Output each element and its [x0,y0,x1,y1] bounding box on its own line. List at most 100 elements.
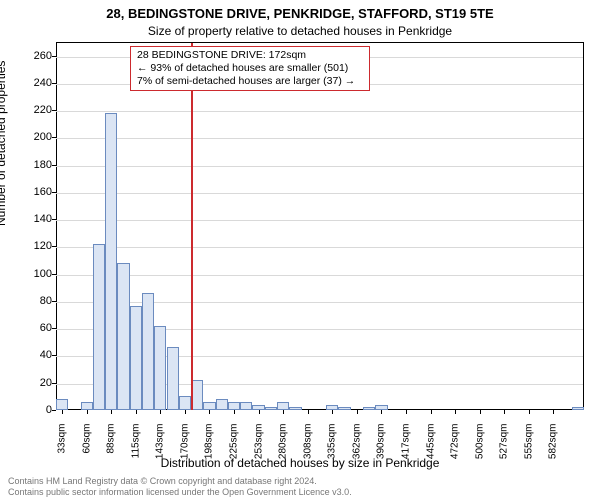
x-tick-mark [62,410,63,414]
x-tick-label: 472sqm [450,424,461,472]
x-tick-label: 582sqm [548,424,559,472]
y-tick-label: 180 [12,160,52,171]
histogram-bar [142,293,154,410]
gridline [56,302,583,303]
x-tick-label: 445sqm [425,424,436,472]
x-tick-mark [160,410,161,414]
y-tick-label: 20 [12,378,52,389]
histogram-bar [363,407,375,410]
histogram-bar [203,402,215,410]
x-tick-label: 555sqm [523,424,534,472]
y-tick-label: 140 [12,214,52,225]
x-tick-label: 362sqm [351,424,362,472]
gridline [56,138,583,139]
x-tick-label: 417sqm [400,424,411,472]
histogram-bar [338,407,350,410]
x-tick-mark [209,410,210,414]
subject-marker-line [191,43,193,410]
x-tick-mark [455,410,456,414]
y-tick-mark [52,355,56,356]
x-tick-mark [406,410,407,414]
y-tick-mark [52,219,56,220]
histogram-bar [265,407,277,410]
histogram-bar [289,407,301,410]
y-tick-label: 240 [12,78,52,89]
x-tick-mark [332,410,333,414]
chart-container: 28, BEDINGSTONE DRIVE, PENKRIDGE, STAFFO… [0,0,600,500]
annotation-line1: 28 BEDINGSTONE DRIVE: 172sqm [137,49,363,62]
histogram-bar [277,402,289,410]
y-tick-mark [52,246,56,247]
x-tick-label: 143sqm [155,424,166,472]
gridline [56,247,583,248]
y-tick-label: 80 [12,296,52,307]
x-tick-label: 253sqm [253,424,264,472]
histogram-bar [228,402,240,410]
x-tick-label: 527sqm [499,424,510,472]
x-tick-label: 308sqm [302,424,313,472]
x-tick-mark [111,410,112,414]
x-tick-label: 390sqm [376,424,387,472]
x-tick-mark [259,410,260,414]
x-tick-mark [308,410,309,414]
x-tick-mark [136,410,137,414]
histogram-bar [240,402,252,410]
x-tick-mark [529,410,530,414]
histogram-bar [572,407,584,410]
histogram-bar [167,347,179,410]
y-tick-label: 220 [12,105,52,116]
y-tick-label: 40 [12,350,52,361]
y-tick-mark [52,110,56,111]
y-tick-label: 60 [12,323,52,334]
y-tick-mark [52,56,56,57]
annotation-line2: ← 93% of detached houses are smaller (50… [137,62,363,75]
y-tick-label: 200 [12,132,52,143]
x-tick-mark [357,410,358,414]
histogram-bar [81,402,93,410]
histogram-bar [117,263,129,410]
gridline [56,220,583,221]
y-tick-mark [52,274,56,275]
x-tick-label: 33sqm [57,424,68,472]
x-tick-mark [185,410,186,414]
chart-subtitle: Size of property relative to detached ho… [0,24,600,38]
y-axis-label: Number of detached properties [0,61,8,226]
gridline [56,111,583,112]
histogram-bar [56,399,68,410]
x-tick-label: 88sqm [106,424,117,472]
y-tick-mark [52,383,56,384]
x-tick-mark [283,410,284,414]
histogram-bar [93,244,105,410]
histogram-bar [216,399,228,410]
y-tick-mark [52,83,56,84]
x-tick-mark [381,410,382,414]
x-tick-mark [504,410,505,414]
x-tick-label: 198sqm [204,424,215,472]
gridline [56,166,583,167]
y-tick-mark [52,165,56,166]
y-tick-label: 120 [12,241,52,252]
y-axis [56,43,57,410]
x-tick-label: 170sqm [179,424,190,472]
x-tick-label: 225sqm [229,424,240,472]
y-tick-label: 100 [12,269,52,280]
histogram-bar [105,113,117,410]
plot-area [56,42,584,410]
x-tick-mark [553,410,554,414]
footer-line2: Contains public sector information licen… [8,487,352,498]
chart-title: 28, BEDINGSTONE DRIVE, PENKRIDGE, STAFFO… [0,6,600,21]
x-tick-mark [480,410,481,414]
y-tick-label: 0 [12,405,52,416]
y-tick-mark [52,192,56,193]
histogram-bar [154,326,166,411]
x-tick-label: 60sqm [81,424,92,472]
y-tick-mark [52,137,56,138]
histogram-bar [130,306,142,410]
gridline [56,275,583,276]
y-tick-label: 260 [12,51,52,62]
footer-attribution: Contains HM Land Registry data © Crown c… [8,476,352,498]
annotation-line3: 7% of semi-detached houses are larger (3… [137,75,363,88]
x-tick-label: 280sqm [278,424,289,472]
x-tick-mark [87,410,88,414]
y-tick-mark [52,301,56,302]
